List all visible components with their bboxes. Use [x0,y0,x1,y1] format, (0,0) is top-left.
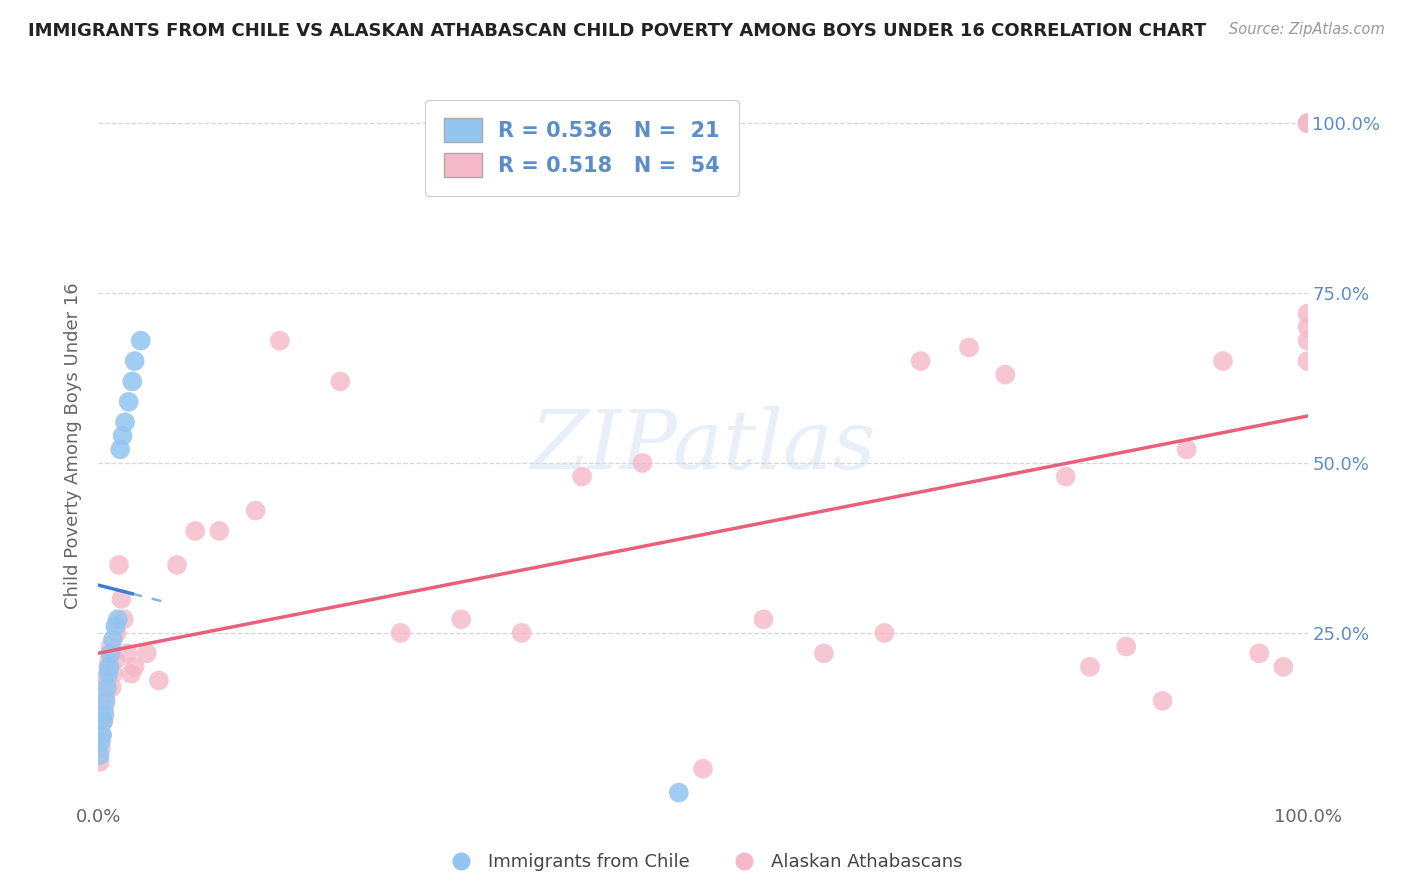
Point [94,687,117,701]
Point [166,558,188,572]
Point [668,786,690,800]
Point [98,653,121,667]
Point [124,354,146,368]
Point [571,469,593,483]
Point [100,646,122,660]
Point [114,415,136,429]
Point [96,680,118,694]
Point [184,524,207,538]
Point [118,394,141,409]
Legend: Immigrants from Chile, Alaskan Athabascans: Immigrants from Chile, Alaskan Athabasca… [436,847,970,879]
Point [1296,320,1319,334]
Point [389,626,412,640]
Text: Source: ZipAtlas.com: Source: ZipAtlas.com [1229,22,1385,37]
Point [111,429,134,443]
Point [91,728,114,742]
Text: ZIPatlas: ZIPatlas [530,406,876,486]
Point [105,626,128,640]
Point [510,626,533,640]
Point [98,660,121,674]
Point [957,341,980,355]
Point [120,666,142,681]
Point [121,375,143,389]
Point [148,673,170,688]
Point [873,626,896,640]
Point [100,640,122,654]
Point [245,503,267,517]
Point [89,755,111,769]
Point [1152,694,1174,708]
Point [107,612,129,626]
Point [91,728,114,742]
Point [1296,354,1319,368]
Point [93,707,115,722]
Point [135,646,157,660]
Point [110,591,132,606]
Point [90,734,112,748]
Point [101,666,124,681]
Point [91,714,114,729]
Point [97,660,120,674]
Point [100,680,122,694]
Point [269,334,291,348]
Point [631,456,654,470]
Point [97,666,120,681]
Point [108,442,131,457]
Point [1296,334,1319,348]
Point [1054,469,1077,483]
Point [1249,646,1271,660]
Point [1175,442,1198,457]
Point [1272,660,1295,674]
Point [117,646,139,660]
Point [94,694,117,708]
Point [89,748,111,763]
Text: IMMIGRANTS FROM CHILE VS ALASKAN ATHABASCAN CHILD POVERTY AMONG BOYS UNDER 16 CO: IMMIGRANTS FROM CHILE VS ALASKAN ATHABAS… [28,22,1206,40]
Point [994,368,1017,382]
Point [101,632,124,647]
Point [124,660,146,674]
Point [112,612,135,626]
Point [1296,116,1319,130]
Point [93,700,115,714]
Point [208,524,231,538]
Legend: R = 0.536   N =  21, R = 0.518   N =  54: R = 0.536 N = 21, R = 0.518 N = 54 [426,100,738,195]
Y-axis label: Child Poverty Among Boys Under 16: Child Poverty Among Boys Under 16 [65,283,83,609]
Point [329,375,352,389]
Point [910,354,932,368]
Point [90,741,112,756]
Point [1115,640,1137,654]
Point [692,762,714,776]
Point [104,619,127,633]
Point [96,673,118,688]
Point [91,714,114,729]
Point [1212,354,1234,368]
Point [104,653,127,667]
Point [450,612,472,626]
Point [1296,116,1319,130]
Point [1296,306,1319,320]
Point [752,612,775,626]
Point [129,334,152,348]
Point [813,646,835,660]
Point [108,558,131,572]
Point [1078,660,1101,674]
